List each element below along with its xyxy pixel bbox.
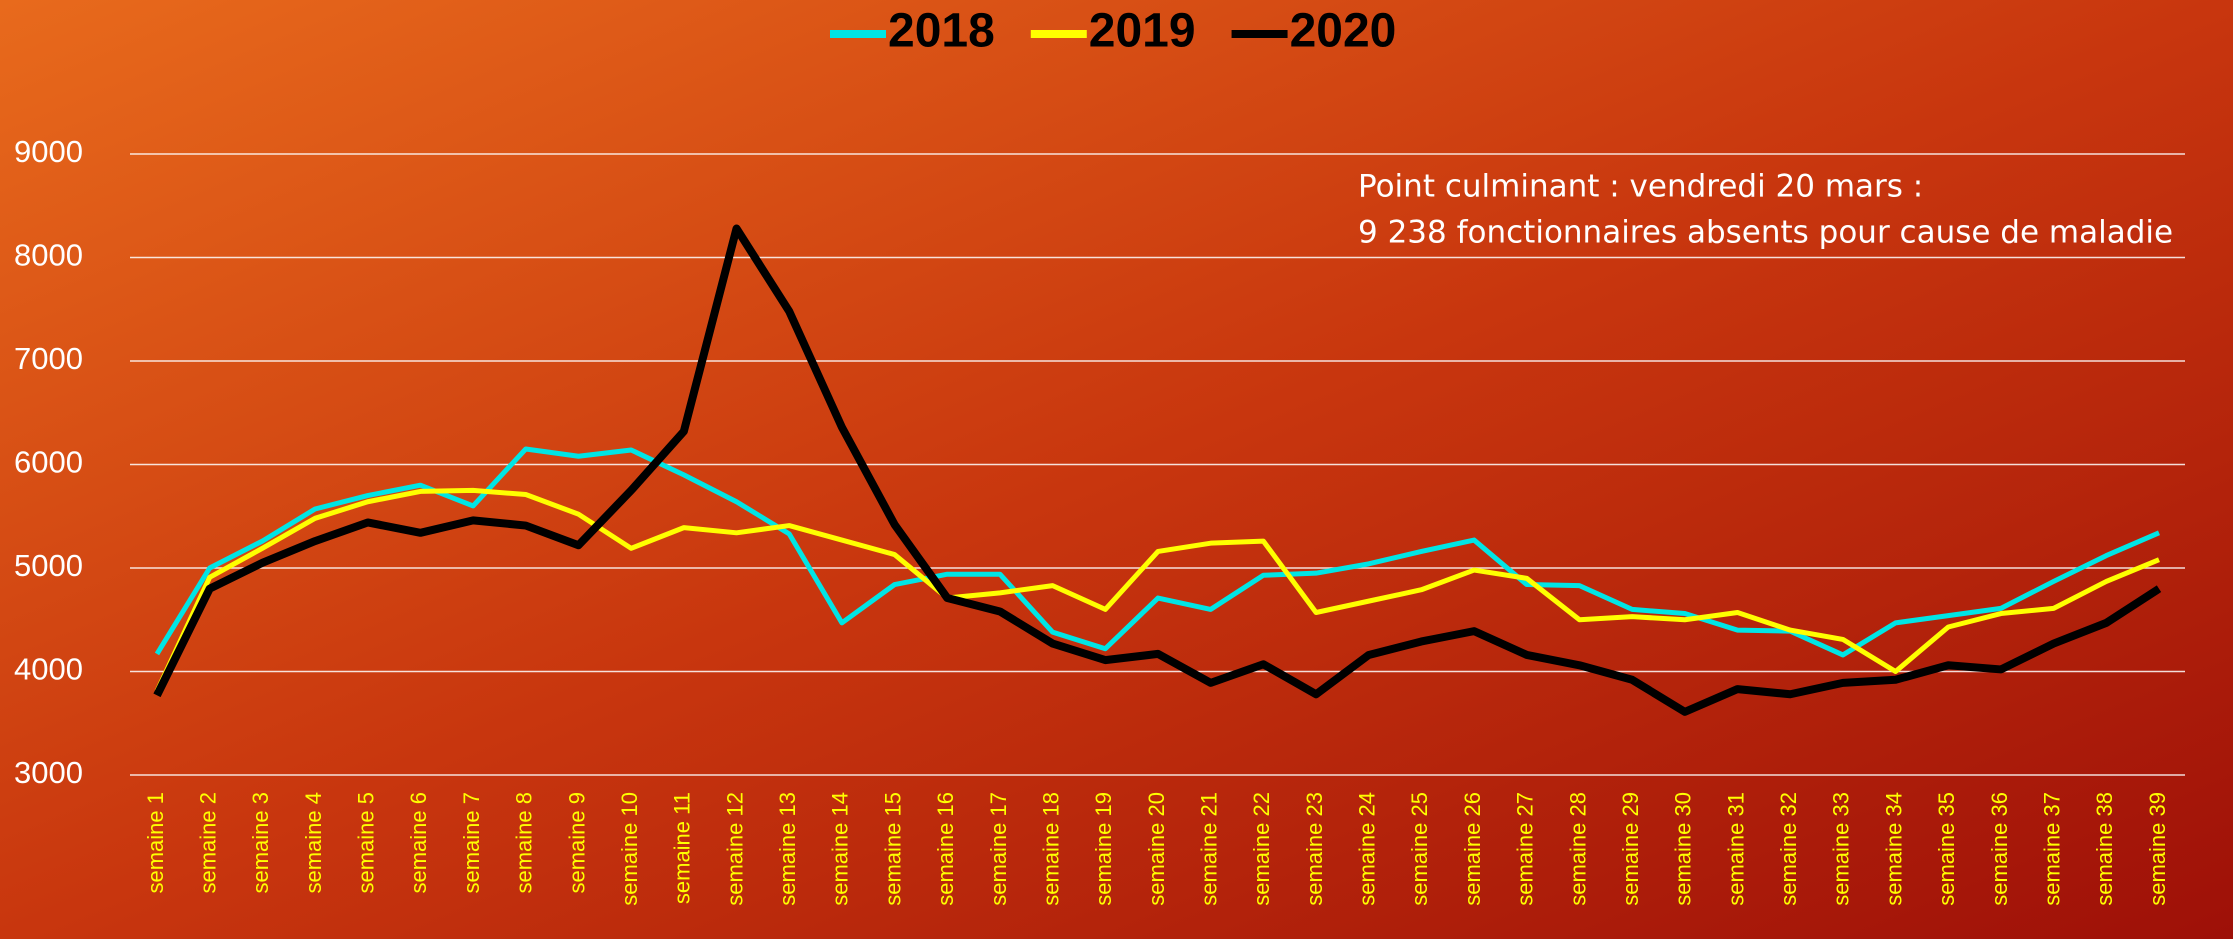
line-series [153, 224, 2162, 716]
x-tick-label: semaine 24 [1355, 792, 1380, 906]
x-tick-label: semaine 22 [1249, 792, 1274, 906]
x-tick-label: semaine 37 [2039, 792, 2064, 906]
x-tick-label: semaine 27 [1513, 792, 1538, 906]
x-tick-label: semaine 9 [564, 792, 589, 894]
x-tick-label: semaine 12 [722, 792, 747, 906]
x-tick-label: semaine 19 [1091, 792, 1116, 906]
x-tick-label: semaine 31 [1723, 792, 1748, 906]
x-tick-label: semaine 3 [248, 792, 273, 894]
line-series [154, 446, 2160, 658]
annotation: 9 238 fonctionnaires absents pour cause … [1358, 215, 2173, 251]
x-tick-label: semaine 26 [1460, 792, 1485, 906]
y-tick-label: 8000 [14, 238, 83, 273]
x-tick-label: semaine 13 [775, 792, 800, 906]
x-tick-label: semaine 4 [301, 792, 326, 894]
x-tick-label: semaine 32 [1776, 792, 1801, 906]
x-tick-label: semaine 6 [406, 792, 431, 894]
legend-label: 2018 [888, 5, 995, 58]
x-tick-label: semaine 30 [1671, 792, 1696, 906]
x-tick-label: semaine 23 [1302, 792, 1327, 906]
x-tick-label: semaine 39 [2145, 792, 2170, 906]
x-tick-label: semaine 2 [195, 792, 220, 894]
annotation: Point culminant : vendredi 20 mars : [1358, 169, 1923, 205]
y-tick-label: 6000 [14, 445, 83, 480]
x-tick-label: semaine 38 [2092, 792, 2117, 906]
x-tick-label: semaine 33 [1829, 792, 1854, 906]
x-tick-label: semaine 28 [1565, 792, 1590, 906]
legend-label: 2019 [1089, 5, 1196, 58]
x-tick-label: semaine 15 [880, 792, 905, 906]
x-tick-label: semaine 10 [617, 792, 642, 906]
x-tick-label: semaine 35 [1934, 792, 1959, 906]
x-tick-label: semaine 25 [1407, 792, 1432, 906]
y-tick-label: 3000 [14, 755, 83, 790]
x-tick-label: semaine 16 [933, 792, 958, 906]
y-tick-label: 9000 [14, 134, 83, 169]
x-tick-label: semaine 7 [459, 792, 484, 894]
y-tick-label: 5000 [14, 548, 83, 583]
x-tick-label: semaine 21 [1196, 792, 1221, 906]
legend-label: 2020 [1290, 5, 1397, 58]
y-tick-label: 7000 [14, 341, 83, 376]
x-tick-label: semaine 18 [1038, 792, 1063, 906]
x-tick-label: semaine 20 [1144, 792, 1169, 906]
x-tick-label: semaine 5 [354, 792, 379, 894]
x-tick-label: semaine 1 [143, 792, 168, 894]
line-series [154, 487, 2160, 693]
x-tick-label: semaine 36 [1987, 792, 2012, 906]
x-tick-label: semaine 11 [670, 792, 695, 904]
x-tick-label: semaine 14 [828, 792, 853, 906]
x-tick-label: semaine 29 [1618, 792, 1643, 906]
x-tick-label: semaine 34 [1881, 792, 1906, 906]
x-tick-label: semaine 17 [986, 792, 1011, 906]
x-tick-label: semaine 8 [512, 792, 537, 894]
y-tick-label: 4000 [14, 652, 83, 687]
